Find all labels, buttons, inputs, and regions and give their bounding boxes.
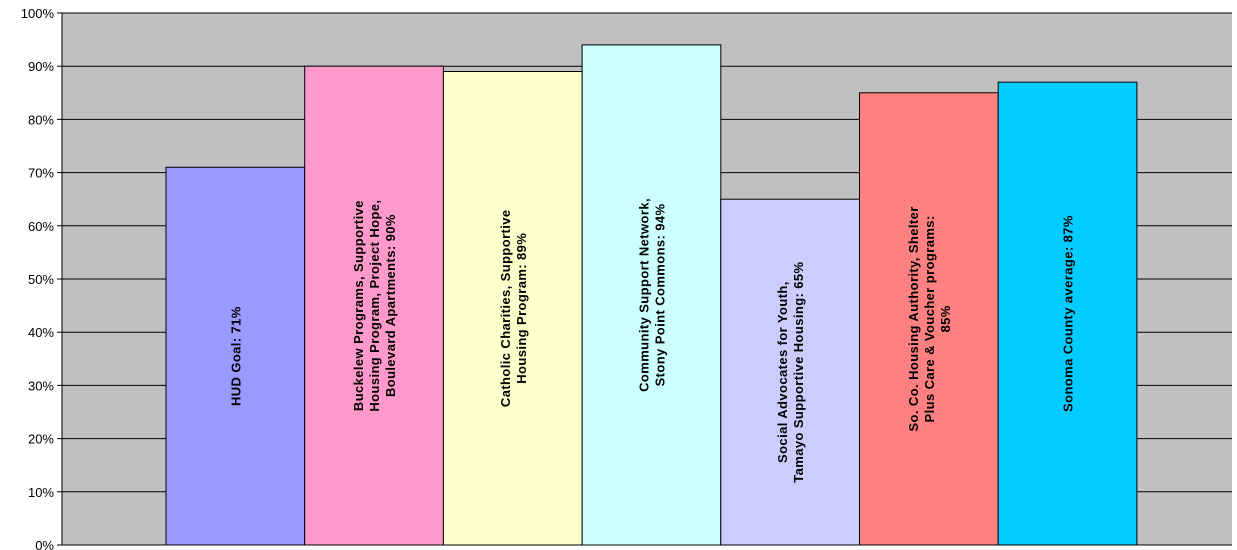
bar	[442, 71, 583, 546]
bar-data-label: Housing Program, Project Hope,	[367, 200, 382, 412]
y-tick-label: 0%	[35, 538, 54, 550]
bar	[997, 81, 1138, 546]
y-tick-label: 50%	[28, 272, 54, 287]
bar-data-label: Catholic Charities, Supportive	[498, 209, 513, 407]
bar-label-group: Sonoma County average: 87%	[1061, 215, 1076, 412]
bar-label-group: Buckelew Programs, Supportive Housing Pro…	[351, 200, 398, 412]
bar-label-group: Social Advocates for Youth, Tamayo Suppor…	[775, 261, 806, 482]
bar-data-label: Social Advocates for Youth,	[775, 281, 790, 463]
y-tick-label: 80%	[28, 112, 54, 127]
bars	[165, 44, 1138, 546]
y-tick-label: 70%	[28, 166, 54, 181]
y-axis-ticks: 0% 10% 20% 30% 40% 50% 60% 70% 80% 90% 100%	[21, 6, 62, 550]
bar	[859, 92, 999, 546]
y-tick-label: 30%	[28, 378, 54, 393]
y-tick-label: 60%	[28, 219, 54, 234]
bar-data-label: Housing Program: 89%	[514, 233, 529, 384]
bar	[165, 166, 306, 546]
bar-data-label: Stony Point Commons: 94%	[652, 203, 667, 386]
bar	[720, 198, 860, 546]
bar-data-label: Boulevard Apartments: 90%	[383, 214, 398, 397]
bar-data-label: Plus Care & Voucher programs:	[922, 215, 937, 422]
bar	[581, 44, 722, 546]
y-tick-label: 10%	[28, 485, 54, 500]
y-tick-label: 90%	[28, 59, 54, 74]
y-tick-label: 20%	[28, 432, 54, 447]
bar-data-label: 85%	[938, 305, 953, 332]
y-tick-label: 100%	[21, 6, 55, 21]
bar-data-label: Tamayo Supportive Housing: 65%	[791, 261, 806, 482]
bar-data-label: So. Co. Housing Authority, Shelter	[906, 206, 921, 431]
bar-data-label: Community Support Network,	[636, 198, 651, 392]
bar-labels: HUD Goal: 71% Buckelew Programs, Supporti…	[228, 198, 1075, 483]
bar-label-group: HUD Goal: 71%	[228, 306, 243, 406]
bar-label-group: Community Support Network, Stony Point Co…	[636, 198, 667, 392]
y-tick-label: 40%	[28, 325, 54, 340]
bar-label-group: So. Co. Housing Authority, Shelter Plus C…	[906, 206, 953, 431]
bar-label-group: Catholic Charities, Supportive Housing Pr…	[498, 209, 529, 407]
bar	[304, 65, 444, 546]
bar-data-label: Buckelew Programs, Supportive	[351, 200, 366, 411]
bar-data-label: Sonoma County average: 87%	[1061, 215, 1076, 412]
bar-data-label: HUD Goal: 71%	[228, 306, 243, 406]
